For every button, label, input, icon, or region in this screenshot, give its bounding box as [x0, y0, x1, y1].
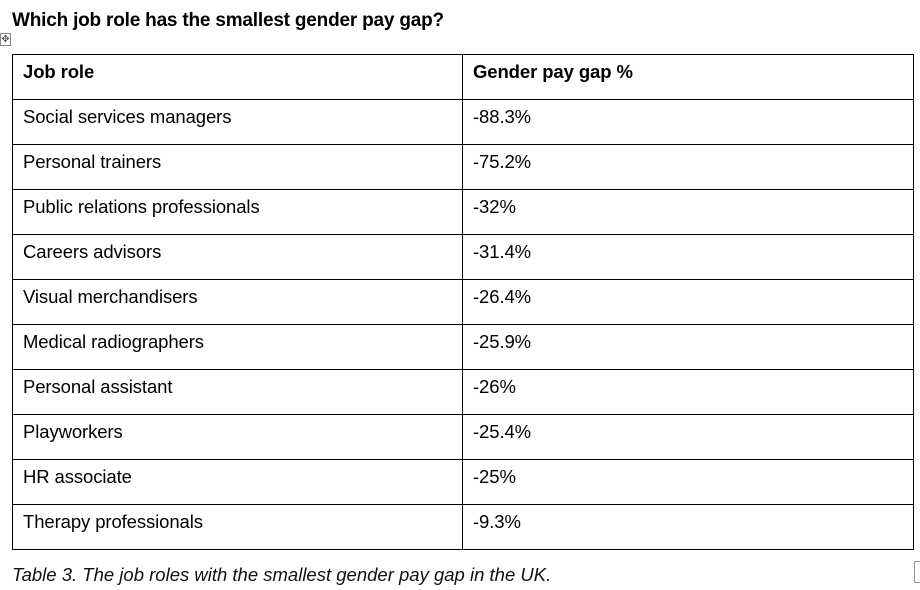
cell-pay-gap[interactable]: -26%	[462, 369, 914, 415]
table-row: Playworkers -25.4%	[12, 414, 914, 460]
cell-pay-gap[interactable]: -88.3%	[462, 99, 914, 145]
cell-job-role[interactable]: Social services managers	[12, 99, 463, 145]
cell-pay-gap[interactable]: -25%	[462, 459, 914, 505]
table-row: Public relations professionals -32%	[12, 189, 914, 235]
cell-job-role[interactable]: Playworkers	[12, 414, 463, 460]
cell-job-role[interactable]: Medical radiographers	[12, 324, 463, 370]
cell-pay-gap[interactable]: -9.3%	[462, 504, 914, 550]
table-row: HR associate -25%	[12, 459, 914, 505]
table-caption: Table 3. The job roles with the smallest…	[12, 564, 552, 585]
cell-job-role[interactable]: Careers advisors	[12, 234, 463, 280]
cell-pay-gap[interactable]: -32%	[462, 189, 914, 235]
pay-gap-table: Job role Gender pay gap % Social service…	[12, 54, 914, 550]
table-row: Medical radiographers -25.9%	[12, 324, 914, 370]
cell-job-role[interactable]: Personal trainers	[12, 144, 463, 190]
table-row: Visual merchandisers -26.4%	[12, 279, 914, 325]
cell-job-role[interactable]: Public relations professionals	[12, 189, 463, 235]
table-header-row: Job role Gender pay gap %	[12, 54, 914, 100]
cell-job-role[interactable]: Visual merchandisers	[12, 279, 463, 325]
table-move-handle-icon[interactable]: ✥	[0, 33, 11, 46]
document-heading: Which job role has the smallest gender p…	[12, 10, 444, 31]
table-row: Personal trainers -75.2%	[12, 144, 914, 190]
cell-pay-gap[interactable]: -25.4%	[462, 414, 914, 460]
table-row: Careers advisors -31.4%	[12, 234, 914, 280]
cell-job-role[interactable]: HR associate	[12, 459, 463, 505]
header-gender-pay-gap[interactable]: Gender pay gap %	[462, 54, 914, 100]
cell-job-role[interactable]: Therapy professionals	[12, 504, 463, 550]
cell-pay-gap[interactable]: -31.4%	[462, 234, 914, 280]
cell-job-role[interactable]: Personal assistant	[12, 369, 463, 415]
cell-pay-gap[interactable]: -25.9%	[462, 324, 914, 370]
table-row: Social services managers -88.3%	[12, 99, 914, 145]
table-row: Personal assistant -26%	[12, 369, 914, 415]
cell-pay-gap[interactable]: -75.2%	[462, 144, 914, 190]
header-job-role[interactable]: Job role	[12, 54, 463, 100]
table-row: Therapy professionals -9.3%	[12, 504, 914, 550]
cell-pay-gap[interactable]: -26.4%	[462, 279, 914, 325]
table-resize-handle-icon[interactable]	[914, 561, 920, 583]
